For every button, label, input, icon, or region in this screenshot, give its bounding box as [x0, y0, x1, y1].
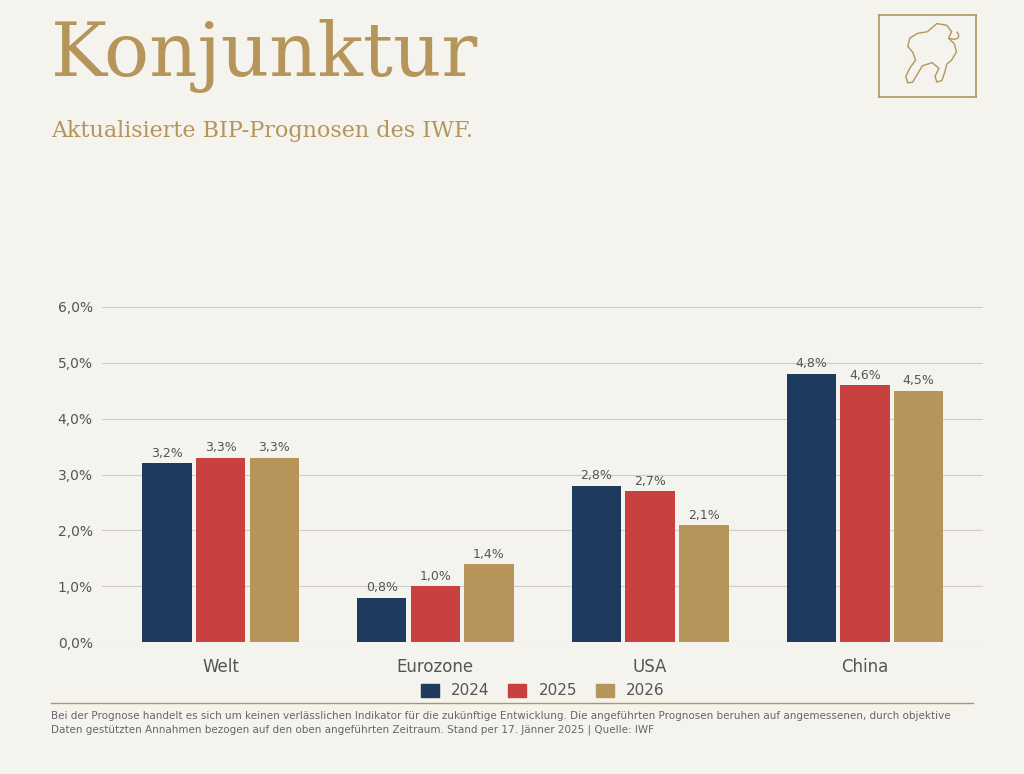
Bar: [357, 598, 407, 642]
Bar: [841, 385, 890, 642]
Text: 2,1%: 2,1%: [688, 509, 720, 522]
Bar: [411, 587, 460, 642]
Text: Bei der Prognose handelt es sich um keinen verlässlichen Indikator für die zukün: Bei der Prognose handelt es sich um kein…: [51, 711, 951, 735]
Text: 2,7%: 2,7%: [634, 475, 666, 488]
Bar: [196, 457, 245, 642]
Bar: [250, 457, 299, 642]
Text: 3,3%: 3,3%: [258, 441, 290, 454]
Text: Konjunktur: Konjunktur: [51, 19, 478, 94]
Legend: 2024, 2025, 2026: 2024, 2025, 2026: [421, 683, 665, 698]
Text: 1,0%: 1,0%: [420, 570, 452, 583]
Bar: [464, 564, 514, 642]
Text: 0,8%: 0,8%: [366, 581, 397, 594]
Bar: [626, 491, 675, 642]
Text: 4,8%: 4,8%: [796, 358, 827, 371]
Bar: [786, 374, 836, 642]
Bar: [679, 525, 728, 642]
Bar: [142, 464, 191, 642]
Text: Aktualisierte BIP-Prognosen des IWF.: Aktualisierte BIP-Prognosen des IWF.: [51, 120, 473, 142]
Text: 3,2%: 3,2%: [151, 447, 182, 460]
Bar: [571, 486, 622, 642]
Bar: [894, 391, 943, 642]
Text: 1,4%: 1,4%: [473, 548, 505, 560]
Text: 4,5%: 4,5%: [903, 374, 935, 387]
Text: 4,6%: 4,6%: [849, 368, 881, 382]
Text: 2,8%: 2,8%: [581, 469, 612, 482]
Text: 3,3%: 3,3%: [205, 441, 237, 454]
